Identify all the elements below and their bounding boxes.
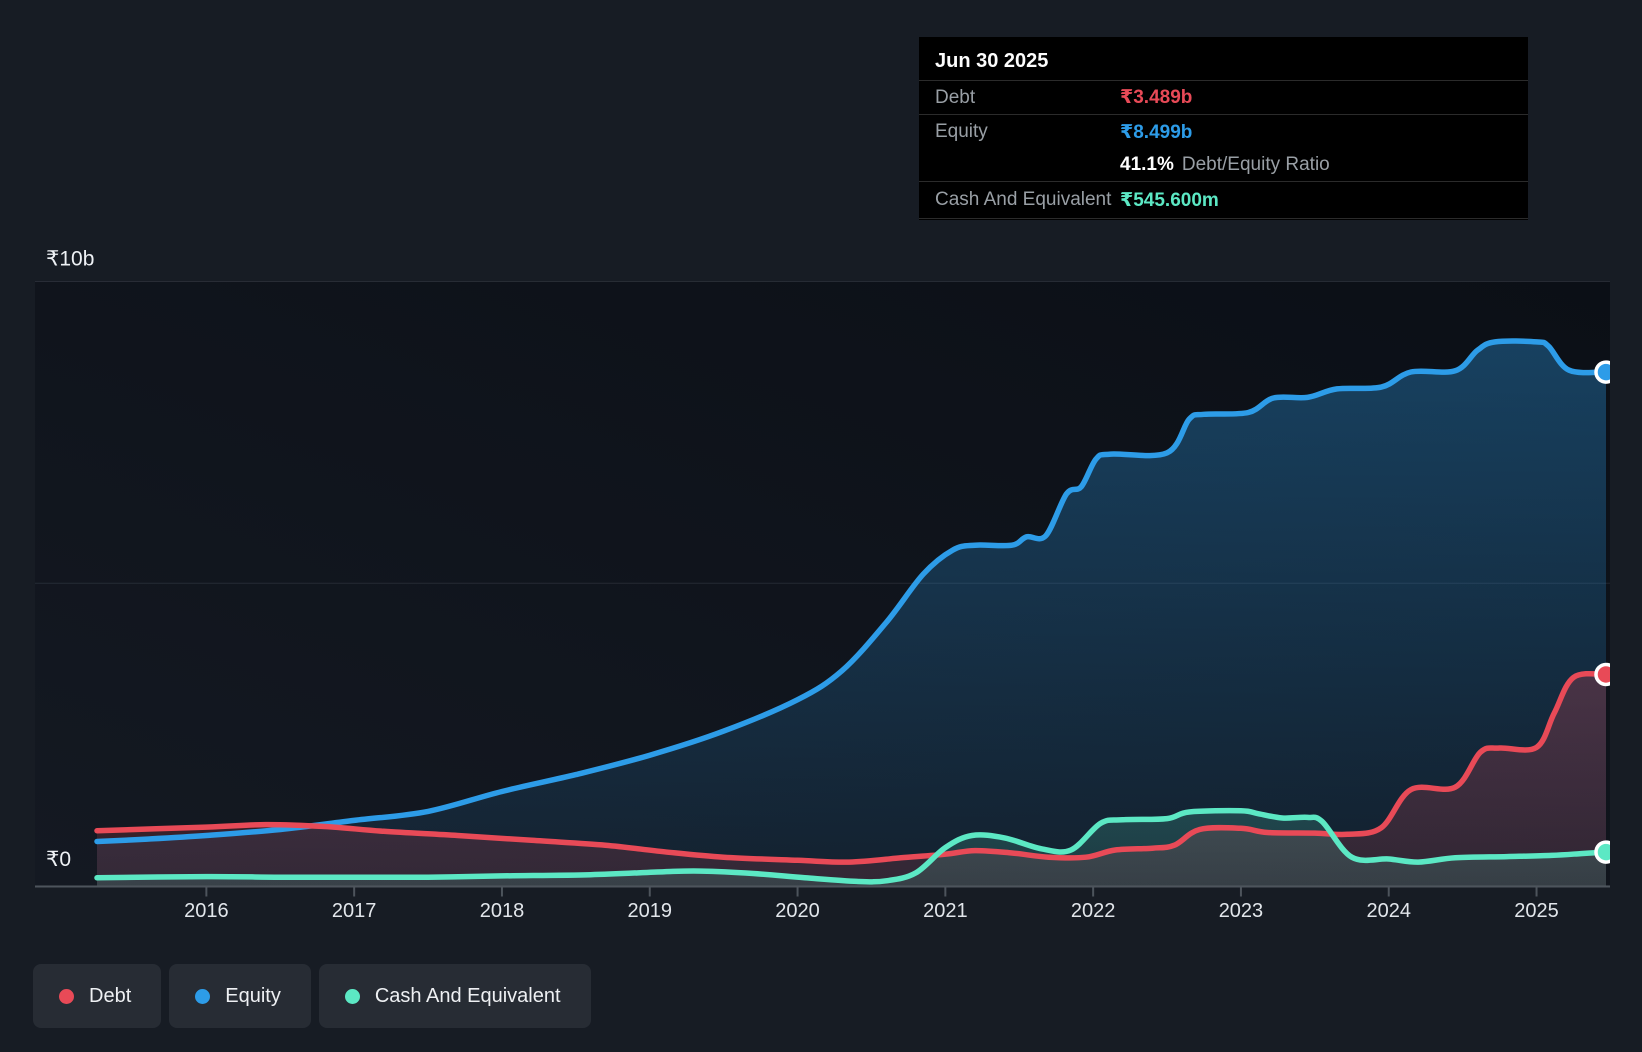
tooltip-debt-value: ₹3.489b — [1120, 87, 1193, 108]
x-tick-label-2016: 2016 — [184, 900, 229, 922]
tooltip-equity-label: Equity — [935, 121, 988, 142]
x-tick-label-2021: 2021 — [923, 900, 968, 922]
tooltip-equity-value: ₹8.499b — [1120, 121, 1193, 143]
tooltip-row-ratio: 41.1% Debt/Equity Ratio — [919, 149, 1528, 182]
y-axis-label-0: ₹0 — [46, 848, 71, 871]
tooltip-row-cash: Cash And Equivalent ₹545.600m — [919, 182, 1528, 219]
chart-tooltip: Jun 30 2025 Debt ₹3.489b Equity ₹8.499b … — [919, 37, 1528, 220]
legend-cash-label: Cash And Equivalent — [374, 984, 561, 1007]
tooltip-ratio-value: 41.1% — [1120, 154, 1174, 175]
x-tick-label-2017: 2017 — [332, 900, 377, 922]
cash-series-dot-icon — [344, 988, 360, 1004]
series-layer — [94, 338, 1610, 887]
legend-item-equity[interactable]: Equity — [169, 964, 311, 1028]
debt-line — [94, 670, 1609, 865]
equity-area — [97, 341, 1606, 887]
legend-equity-label: Equity — [225, 984, 281, 1007]
tooltip-row-equity: Equity ₹8.499b — [919, 115, 1528, 149]
debt-endpoint-marker — [1594, 662, 1610, 687]
debt-series-dot-icon — [59, 988, 74, 1004]
tooltip-row-debt: Debt ₹3.489b — [919, 81, 1528, 115]
x-tick-label-2024: 2024 — [1366, 900, 1411, 922]
equity-series-dot-icon — [195, 988, 211, 1004]
cash-line — [94, 807, 1609, 885]
x-tick-label-2020: 2020 — [775, 900, 820, 922]
x-tick-label-2025: 2025 — [1514, 900, 1559, 922]
cash-endpoint-marker — [1594, 840, 1610, 864]
chart-legend: Debt Equity Cash And Equivalent — [33, 964, 591, 1028]
tooltip-ratio-label: Debt/Equity Ratio — [1181, 154, 1330, 175]
tooltip-debt-label: Debt — [935, 86, 976, 108]
tooltip-cash-value: ₹545.600m — [1120, 189, 1219, 211]
x-tick-label-2022: 2022 — [1071, 900, 1116, 922]
legend-debt-label: Debt — [89, 984, 132, 1007]
legend-item-debt[interactable]: Debt — [33, 964, 162, 1028]
equity-line — [94, 338, 1609, 845]
x-tick-label-2018: 2018 — [480, 900, 525, 922]
legend-item-cash[interactable]: Cash And Equivalent — [318, 964, 591, 1028]
y-axis-label-10: ₹10b — [46, 248, 94, 271]
x-tick-label-2019: 2019 — [628, 900, 673, 922]
x-tick-label-2023: 2023 — [1219, 900, 1264, 922]
equity-endpoint-marker — [1594, 360, 1610, 384]
tooltip-date: Jun 30 2025 — [919, 37, 1528, 81]
tooltip-cash-label: Cash And Equivalent — [935, 189, 1112, 210]
